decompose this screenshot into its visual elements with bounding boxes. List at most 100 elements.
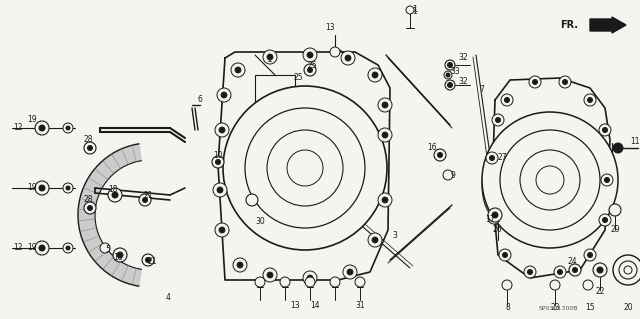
- Text: 9: 9: [451, 170, 456, 180]
- Circle shape: [500, 130, 600, 230]
- Circle shape: [307, 275, 313, 281]
- Circle shape: [482, 112, 618, 248]
- Circle shape: [446, 73, 450, 77]
- Circle shape: [624, 266, 632, 274]
- Circle shape: [593, 263, 607, 277]
- Circle shape: [372, 72, 378, 78]
- Circle shape: [559, 76, 571, 88]
- Circle shape: [438, 152, 442, 158]
- Circle shape: [602, 128, 607, 132]
- Text: 21: 21: [147, 257, 157, 266]
- Circle shape: [223, 86, 387, 250]
- Circle shape: [237, 262, 243, 268]
- Circle shape: [609, 204, 621, 216]
- Text: 6: 6: [198, 95, 202, 105]
- Circle shape: [231, 63, 245, 77]
- Circle shape: [602, 218, 607, 222]
- Circle shape: [267, 130, 343, 206]
- Circle shape: [303, 271, 317, 285]
- Text: 21: 21: [143, 190, 153, 199]
- Circle shape: [599, 124, 611, 136]
- Circle shape: [536, 166, 564, 194]
- Circle shape: [213, 183, 227, 197]
- Circle shape: [378, 98, 392, 112]
- Circle shape: [307, 68, 312, 72]
- Circle shape: [84, 202, 96, 214]
- Text: 10: 10: [213, 151, 223, 160]
- Circle shape: [382, 197, 388, 203]
- Circle shape: [347, 269, 353, 275]
- Circle shape: [142, 254, 154, 266]
- Circle shape: [215, 223, 229, 237]
- Circle shape: [563, 79, 568, 85]
- Text: 24: 24: [567, 257, 577, 266]
- Circle shape: [532, 79, 538, 85]
- Circle shape: [343, 265, 357, 279]
- Circle shape: [584, 249, 596, 261]
- Circle shape: [219, 127, 225, 133]
- Circle shape: [88, 145, 93, 151]
- Circle shape: [63, 123, 73, 133]
- Circle shape: [39, 245, 45, 251]
- Circle shape: [145, 257, 150, 263]
- Circle shape: [341, 51, 355, 65]
- Circle shape: [35, 241, 49, 255]
- Circle shape: [84, 142, 96, 154]
- Circle shape: [372, 237, 378, 243]
- Circle shape: [619, 261, 637, 279]
- Text: 16: 16: [427, 144, 437, 152]
- Text: 11: 11: [630, 137, 640, 146]
- Text: FR.: FR.: [560, 20, 578, 30]
- Circle shape: [445, 80, 455, 90]
- Circle shape: [524, 266, 536, 278]
- Circle shape: [217, 88, 231, 102]
- Circle shape: [345, 55, 351, 61]
- Circle shape: [39, 125, 45, 131]
- Circle shape: [245, 108, 365, 228]
- Circle shape: [330, 277, 340, 287]
- Text: 28: 28: [83, 196, 93, 204]
- Circle shape: [233, 258, 247, 272]
- Circle shape: [267, 54, 273, 60]
- Circle shape: [212, 156, 224, 168]
- Circle shape: [520, 150, 580, 210]
- Circle shape: [66, 126, 70, 130]
- Text: 1: 1: [413, 8, 417, 17]
- Circle shape: [492, 114, 504, 126]
- Circle shape: [492, 216, 497, 220]
- Text: 20: 20: [623, 302, 633, 311]
- Circle shape: [66, 186, 70, 190]
- Bar: [255, 75, 295, 110]
- Circle shape: [139, 194, 151, 206]
- Text: 22: 22: [595, 287, 605, 296]
- Text: 28: 28: [83, 136, 93, 145]
- Text: 18: 18: [113, 254, 123, 263]
- Circle shape: [588, 98, 593, 102]
- Text: 31: 31: [355, 300, 365, 309]
- Text: 1: 1: [412, 5, 418, 14]
- Circle shape: [307, 52, 313, 58]
- Circle shape: [39, 185, 45, 191]
- Circle shape: [444, 71, 452, 79]
- Circle shape: [490, 155, 495, 160]
- Circle shape: [488, 212, 500, 224]
- Text: 27: 27: [497, 153, 507, 162]
- Text: 3: 3: [392, 231, 397, 240]
- Circle shape: [583, 280, 593, 290]
- Circle shape: [113, 248, 127, 262]
- Circle shape: [504, 98, 509, 102]
- Circle shape: [382, 132, 388, 138]
- FancyArrow shape: [590, 17, 626, 33]
- Circle shape: [488, 208, 502, 222]
- Circle shape: [382, 102, 388, 108]
- Circle shape: [246, 194, 258, 206]
- Circle shape: [529, 76, 541, 88]
- Circle shape: [66, 246, 70, 250]
- Circle shape: [35, 181, 49, 195]
- Text: 15: 15: [585, 302, 595, 311]
- Text: 25: 25: [293, 73, 303, 83]
- Circle shape: [588, 253, 593, 257]
- Text: 19: 19: [27, 115, 37, 124]
- Circle shape: [217, 187, 223, 193]
- Circle shape: [263, 268, 277, 282]
